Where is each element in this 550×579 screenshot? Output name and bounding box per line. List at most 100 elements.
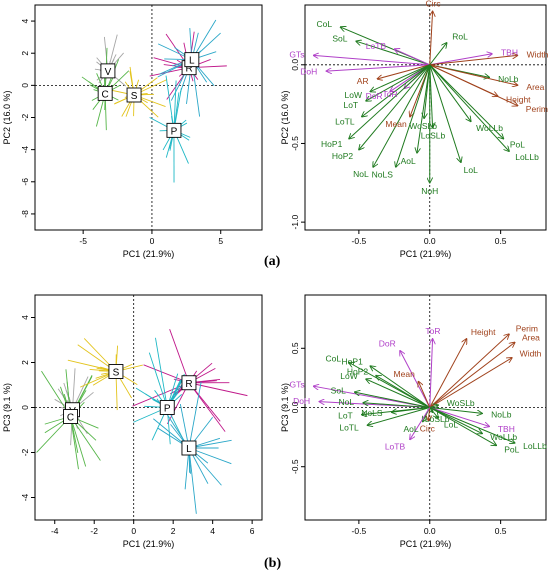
centroid-box-P bbox=[159, 400, 175, 415]
loading-label-GTs: GTs bbox=[289, 50, 304, 60]
x-tick-label: 6 bbox=[250, 526, 255, 536]
loading-label-PoL: PoL bbox=[504, 444, 519, 454]
x-tick-label: 5 bbox=[218, 236, 223, 246]
loading-arrow-NoL bbox=[363, 403, 430, 408]
loading-label-Mean: Mean bbox=[394, 369, 416, 379]
loading-arrow-NoL bbox=[373, 64, 431, 167]
loading-label-LoT: LoT bbox=[343, 100, 358, 110]
centroid-label-V: V bbox=[105, 67, 112, 78]
loading-arrow-TBH bbox=[429, 407, 490, 427]
y-tick-label: -2 bbox=[20, 113, 30, 121]
y-tick-label: 0.0 bbox=[290, 59, 300, 71]
x-axis-label: PC1 (21.9%) bbox=[400, 539, 452, 549]
loading-label-NoLb: NoLb bbox=[498, 74, 519, 84]
centroid-label-L: L bbox=[186, 444, 192, 455]
loading-arrow-Height bbox=[429, 339, 467, 408]
loading-arrow-RoL bbox=[429, 43, 447, 66]
loading-arrow-GTs bbox=[314, 55, 430, 66]
x-tick-label: 0.0 bbox=[424, 236, 436, 246]
loading-arrow-LoT bbox=[366, 64, 430, 101]
centroid-label-P: P bbox=[164, 404, 171, 415]
y-tick-label: 4 bbox=[20, 18, 30, 23]
loading-arrow-AR bbox=[377, 64, 430, 79]
spider-line-L bbox=[188, 447, 197, 514]
x-tick-label: 0.5 bbox=[495, 236, 507, 246]
loading-arrow-LoL bbox=[429, 64, 461, 163]
y-tick-label: -4 bbox=[20, 146, 30, 154]
centroid-label-L: L bbox=[189, 56, 195, 67]
loading-label-Height: Height bbox=[506, 95, 531, 105]
loading-label-ToR: ToR bbox=[425, 326, 440, 336]
spider-line-L bbox=[188, 381, 202, 449]
spider-line-C bbox=[70, 416, 87, 467]
x-tick-label: 0.5 bbox=[495, 526, 507, 536]
loading-label-Width: Width bbox=[520, 349, 542, 359]
loading-arrow-LoTB bbox=[394, 49, 430, 66]
loading-label-NoH: NoH bbox=[421, 186, 438, 196]
panel-label-b: (b) bbox=[264, 556, 282, 571]
loading-label-LoLLb: LoLLb bbox=[523, 441, 547, 451]
y-axis-label: PC2 (16.0 %) bbox=[280, 90, 290, 144]
x-axis-label: PC1 (21.9%) bbox=[123, 539, 175, 549]
loading-arrow-LoL bbox=[429, 407, 439, 419]
loading-arrow-LoTB bbox=[410, 407, 431, 440]
loading-arrow-SoL bbox=[355, 392, 430, 408]
loading-label-LoL: LoL bbox=[464, 165, 478, 175]
loading-label-TBH: TBH bbox=[501, 47, 518, 57]
centroid-box-L bbox=[184, 52, 200, 68]
loading-label-WoSLb: WoSLb bbox=[447, 398, 475, 408]
loading-label-NoL: NoL bbox=[353, 169, 369, 179]
loading-label-CoL: CoL bbox=[325, 354, 341, 364]
centroid-label-R: R bbox=[185, 379, 192, 390]
loading-label-LoSLb: LoSLb bbox=[421, 131, 446, 141]
spider-line-P bbox=[148, 352, 168, 408]
loading-label-AoL: AoL bbox=[404, 424, 419, 434]
loading-arrow-HoP1 bbox=[370, 366, 431, 408]
loading-label-NoLS: NoLS bbox=[361, 408, 383, 418]
loading-label-Area: Area bbox=[522, 333, 540, 343]
centroid-label-C: C bbox=[67, 413, 74, 424]
plot-frame bbox=[304, 4, 547, 231]
loading-arrow-AoL bbox=[417, 64, 431, 153]
spider-line-R bbox=[132, 382, 190, 407]
loading-arrow-DoH bbox=[326, 64, 430, 71]
loading-label-HoP1: HoP1 bbox=[321, 139, 343, 149]
x-tick-label: -0.5 bbox=[352, 236, 367, 246]
y-tick-label: -8 bbox=[20, 210, 30, 218]
spider-line-P bbox=[173, 80, 177, 131]
spider-line-P bbox=[155, 337, 168, 408]
x-tick-label: 4 bbox=[210, 526, 215, 536]
y-axis-label: PC3 (9.1 %) bbox=[2, 383, 12, 432]
loading-label-SoL: SoL bbox=[332, 34, 347, 44]
y-tick-label: -0.5 bbox=[290, 459, 300, 474]
loading-label-HoP2: HoP2 bbox=[347, 366, 369, 376]
loading-arrow-LoLLb bbox=[429, 407, 515, 444]
loading-label-RoL: RoL bbox=[452, 31, 468, 41]
loading-arrow-WoLLb bbox=[429, 64, 471, 122]
loading-label-TBH: TBH bbox=[498, 424, 515, 434]
loading-label-LoL: LoL bbox=[444, 419, 458, 429]
loading-arrow-NoLb bbox=[429, 407, 482, 414]
x-tick-label: 0 bbox=[131, 526, 136, 536]
loading-label-Area: Area bbox=[526, 82, 544, 92]
scatter-plot-pc1-pc2: -5 0 5 -8 -6 -4 -2 0 2 4 PC1 (21.9%) PC2 (16.0 %) VC… bbox=[2, 4, 263, 259]
loading-arrow-LoW bbox=[366, 379, 430, 408]
loading-label-PoL: PoL bbox=[510, 139, 525, 149]
plot-frame bbox=[34, 4, 263, 231]
x-tick-label: 2 bbox=[171, 526, 176, 536]
loading-arrow-NoLS bbox=[391, 407, 430, 413]
loading-label-Height: Height bbox=[471, 327, 496, 337]
x-tick-label: -5 bbox=[79, 236, 87, 246]
centroid-label-C: C bbox=[102, 89, 109, 100]
biplot-pc1-pc3: -0.5 0.0 0.5 -0.5 0.0 0.5 PC1 (21.9%) PC3 (9.1 … bbox=[280, 294, 547, 549]
loading-arrow-HoP2 bbox=[359, 64, 431, 150]
loading-arrow-LoW bbox=[370, 64, 430, 92]
loading-arrow-Mean bbox=[418, 381, 431, 408]
centroid-label-P: P bbox=[171, 126, 178, 137]
loading-arrow-Width bbox=[429, 358, 512, 408]
y-tick-label: 0.5 bbox=[290, 342, 300, 354]
loading-label-SoL: SoL bbox=[331, 385, 346, 395]
loading-label-LoTL: LoTL bbox=[335, 117, 355, 127]
x-tick-label: 0.0 bbox=[424, 526, 436, 536]
